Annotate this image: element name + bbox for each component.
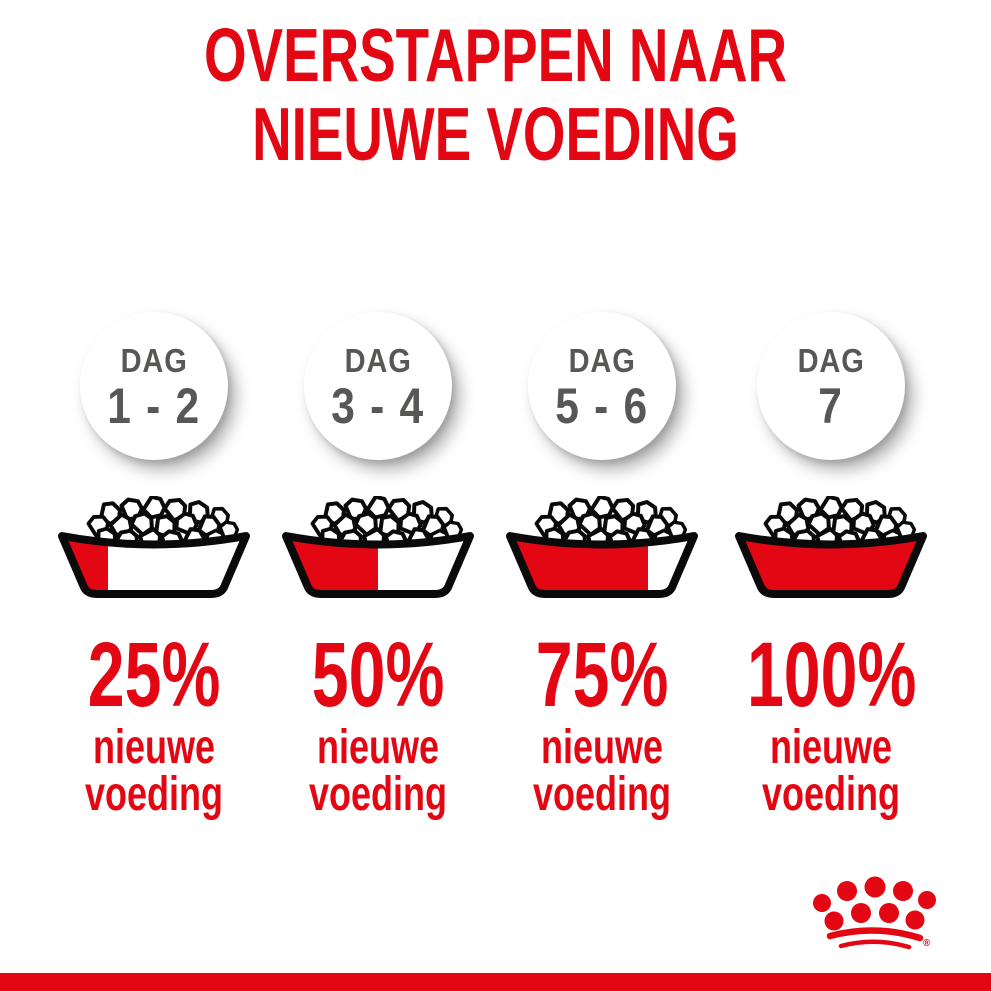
percent-value: 100%	[746, 624, 917, 726]
food-bowl-icon	[278, 496, 478, 602]
footer-bar	[0, 973, 991, 991]
desc-line: voeding	[84, 768, 223, 821]
food-bowl-icon	[54, 496, 254, 602]
title-line-2: NIEUWE VOEDING	[252, 92, 739, 176]
day-range: 3 - 4	[331, 378, 425, 434]
food-bowl-icon	[731, 496, 931, 602]
desc-line: nieuwe	[770, 721, 893, 774]
day-range: 7	[818, 378, 844, 434]
percent-description: nieuwe voeding	[286, 721, 470, 821]
food-bowl-icon	[502, 496, 702, 602]
day-badge: DAG 7	[757, 312, 906, 460]
title-line-1: OVERSTAPPEN NAAR	[203, 13, 788, 97]
desc-line: nieuwe	[92, 721, 215, 774]
transition-step: DAG 1 - 2 25% nieuwe voeding	[42, 312, 266, 821]
day-range: 5 - 6	[554, 378, 649, 434]
crown-arcs	[826, 927, 924, 950]
transition-step: DAG 7 100% nieuwe voeding	[714, 312, 949, 821]
day-badge: DAG 1 - 2	[79, 312, 228, 460]
percent-value: 75%	[535, 624, 669, 726]
percent-description: nieuwe voeding	[62, 721, 246, 821]
desc-line: nieuwe	[540, 721, 663, 774]
transition-step: DAG 3 - 4 50% nieuwe voeding	[266, 312, 490, 821]
percent-value: 25%	[87, 624, 221, 726]
transition-step: DAG 5 - 6 75% nieuwe voeding	[490, 312, 714, 821]
day-label: DAG	[568, 342, 636, 379]
desc-line: voeding	[532, 768, 671, 821]
day-label: DAG	[797, 342, 865, 379]
registered-symbol: ®	[923, 938, 931, 949]
royal-canin-crown-logo: ®	[813, 876, 936, 950]
crown-dots	[813, 876, 936, 931]
transition-steps: DAG 1 - 2 25% nieuwe voeding DAG 3 - 4	[42, 312, 949, 821]
day-badge: DAG 5 - 6	[527, 312, 676, 460]
percent-description: nieuwe voeding	[739, 721, 923, 821]
day-range: 1 - 2	[107, 378, 201, 434]
day-badge: DAG 3 - 4	[303, 312, 452, 460]
page-title: OVERSTAPPEN NAAR NIEUWE VOEDING	[0, 16, 991, 174]
percent-value: 50%	[311, 624, 445, 726]
percent-description: nieuwe voeding	[510, 721, 694, 821]
desc-line: voeding	[762, 768, 901, 821]
desc-line: nieuwe	[316, 721, 439, 774]
day-label: DAG	[120, 342, 188, 379]
day-label: DAG	[344, 342, 412, 379]
desc-line: voeding	[308, 768, 447, 821]
